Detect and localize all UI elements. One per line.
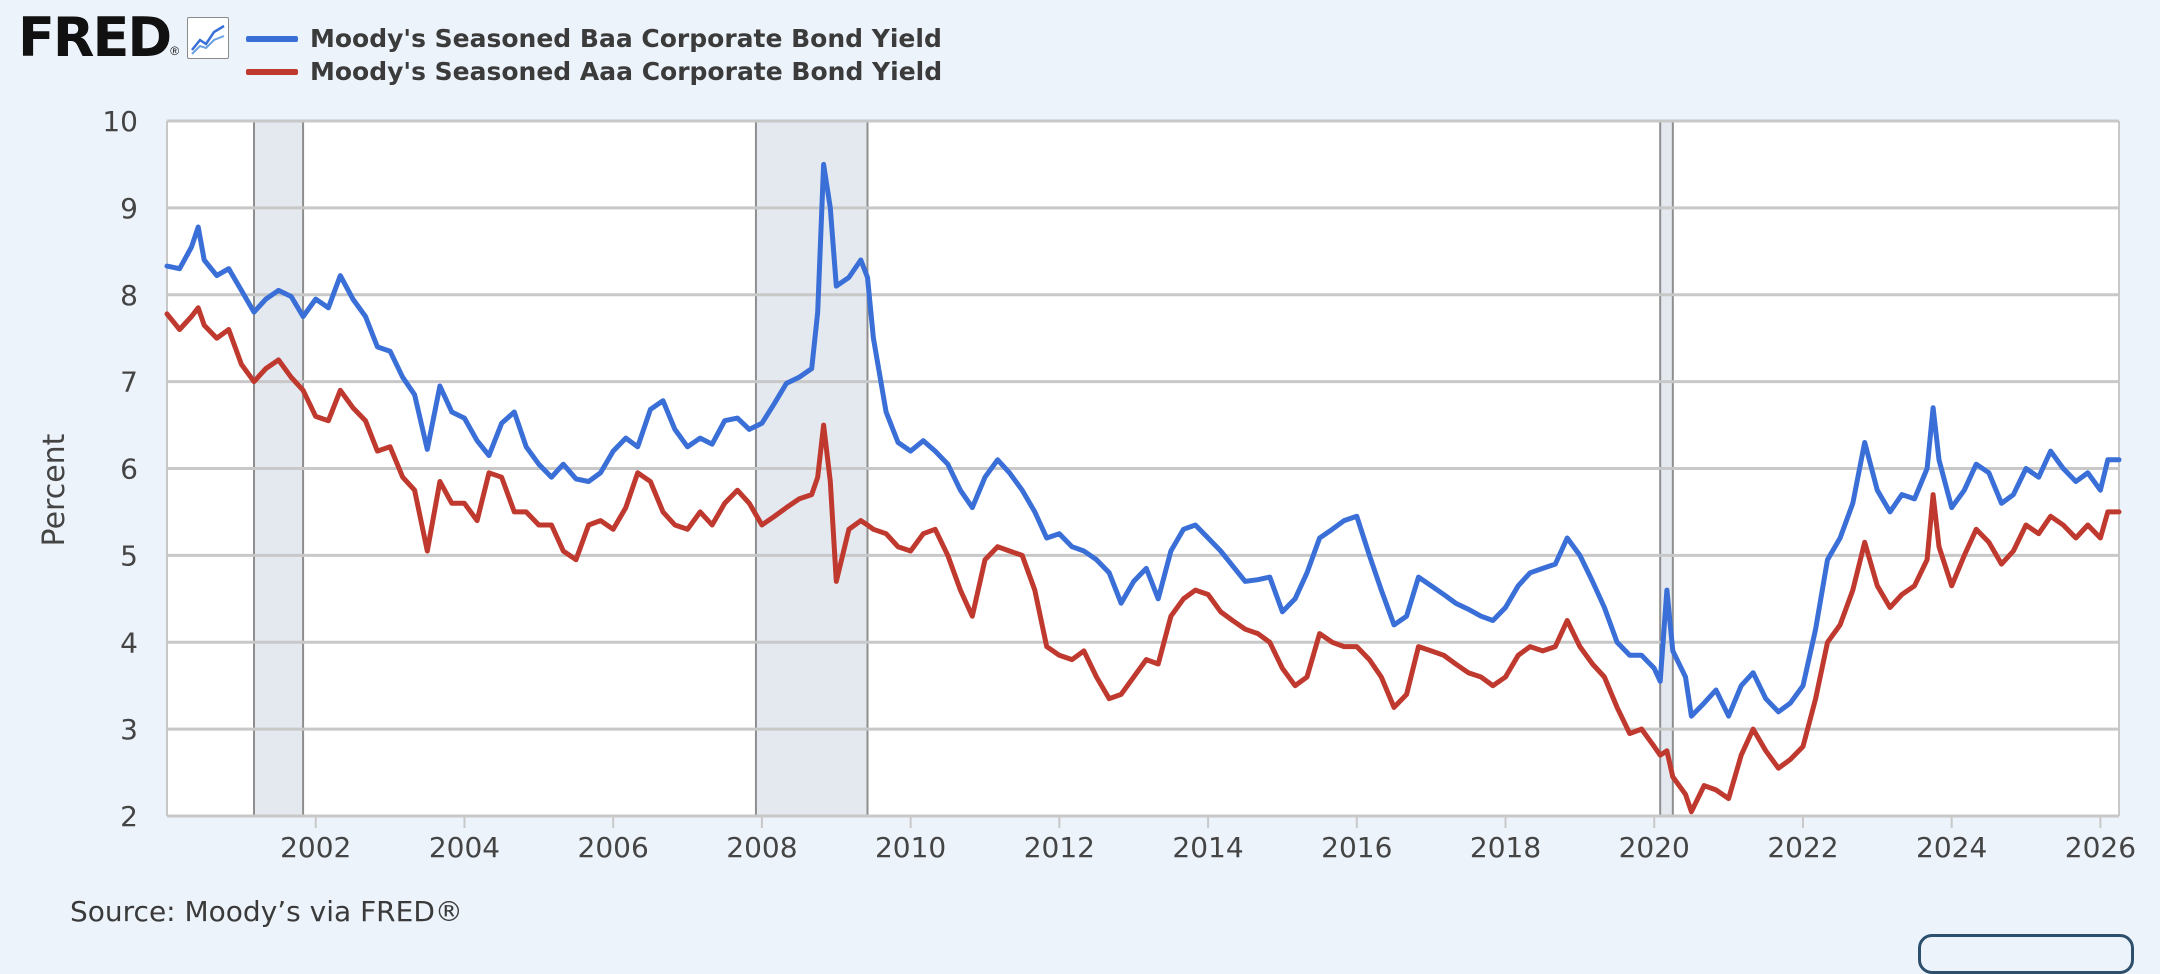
y-tick-label: 10 xyxy=(102,105,138,138)
fred-logo-registered-mark: ® xyxy=(170,44,180,58)
x-tick-label: 2012 xyxy=(1024,831,1095,864)
fred-logo-text: FRED xyxy=(18,6,172,69)
legend-label-baa: Moody's Seasoned Baa Corporate Bond Yiel… xyxy=(310,24,942,53)
chart-series xyxy=(164,161,2122,815)
legend-item-baa[interactable]: Moody's Seasoned Baa Corporate Bond Yiel… xyxy=(246,22,942,55)
y-axis-ticks: 2 3 4 5 6 7 8 9 10 xyxy=(102,105,138,833)
y-tick-label: 5 xyxy=(120,539,138,572)
y-axis-label: Percent xyxy=(37,433,72,546)
y-tick-label: 4 xyxy=(120,626,138,659)
x-tick-label: 2022 xyxy=(1767,831,1838,864)
y-tick-label: 2 xyxy=(120,800,138,833)
series-line-baa[interactable] xyxy=(164,161,2122,719)
x-tick-label: 2016 xyxy=(1321,831,1392,864)
chart-legend: Moody's Seasoned Baa Corporate Bond Yiel… xyxy=(246,22,942,88)
x-tick-label: 2026 xyxy=(2065,831,2136,864)
x-tick-label: 2006 xyxy=(578,831,649,864)
fred-logo[interactable]: FRED ® xyxy=(18,6,230,69)
x-tick-label: 2008 xyxy=(726,831,797,864)
y-tick-label: 9 xyxy=(120,192,138,225)
x-tick-label: 2004 xyxy=(429,831,500,864)
source-note: Source: Moody’s via FRED® xyxy=(70,895,463,928)
x-axis-ticks: 2002 2004 2006 2008 2010 2012 2014 2016 2018 2020… xyxy=(280,816,2136,864)
y-tick-label: 6 xyxy=(120,453,138,486)
x-tick-label: 2020 xyxy=(1619,831,1690,864)
x-tick-label: 2018 xyxy=(1470,831,1541,864)
legend-swatch-baa xyxy=(246,35,298,42)
y-tick-label: 8 xyxy=(120,279,138,312)
y-tick-label: 7 xyxy=(120,366,138,399)
legend-swatch-aaa xyxy=(246,68,298,75)
line-chart-icon xyxy=(187,17,230,59)
x-tick-label: 2014 xyxy=(1172,831,1243,864)
chart-gridlines xyxy=(166,119,2120,818)
chart-action-button[interactable] xyxy=(1918,934,2134,974)
legend-item-aaa[interactable]: Moody's Seasoned Aaa Corporate Bond Yiel… xyxy=(246,55,942,88)
x-tick-label: 2002 xyxy=(280,831,351,864)
series-line-aaa[interactable] xyxy=(164,305,2122,815)
x-tick-label: 2010 xyxy=(875,831,946,864)
x-tick-label: 2024 xyxy=(1916,831,1987,864)
y-tick-label: 3 xyxy=(120,713,138,746)
legend-label-aaa: Moody's Seasoned Aaa Corporate Bond Yiel… xyxy=(310,57,943,86)
